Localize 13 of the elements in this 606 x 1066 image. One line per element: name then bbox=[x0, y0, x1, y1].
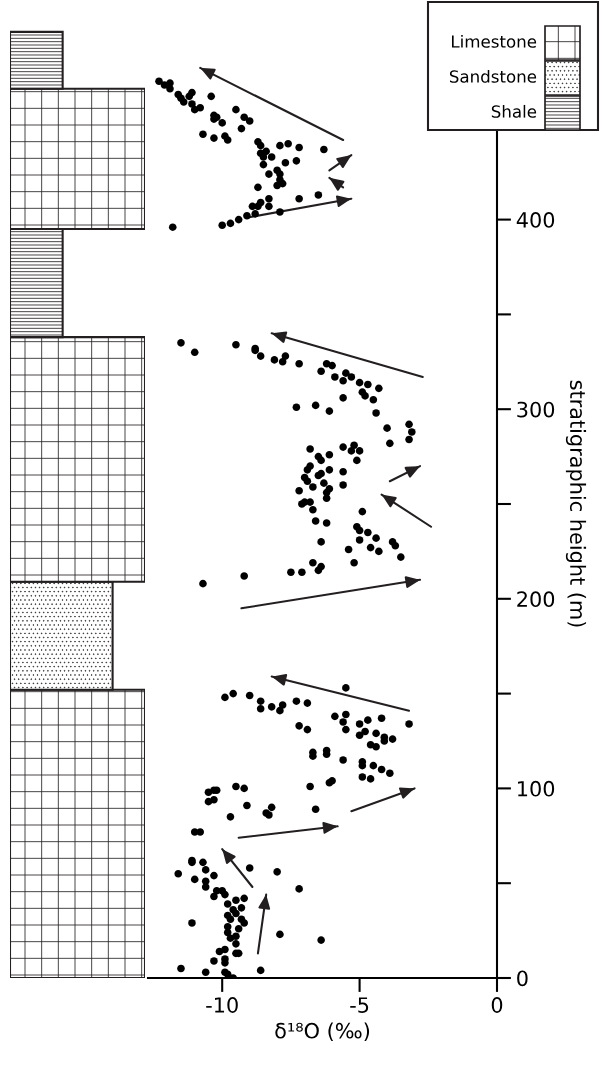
x-tick-label: -5 bbox=[350, 997, 369, 1013]
annotation: Shale bbox=[491, 104, 537, 118]
annotation: Limestone bbox=[452, 34, 537, 48]
y-tick-label: 300 bbox=[517, 401, 555, 418]
y-tick-label: 100 bbox=[518, 780, 555, 797]
y-axis-title: stratigraphic height (m) bbox=[565, 380, 587, 627]
annotation: Sandstone bbox=[449, 69, 537, 83]
y-tick-label: 400 bbox=[516, 212, 555, 228]
x-axis-title: δ¹⁸O (‰) bbox=[275, 1022, 370, 1042]
y-tick-label: 200 bbox=[517, 591, 555, 608]
x-tick-label: 0 bbox=[491, 997, 503, 1013]
y-tick-label: 0 bbox=[517, 970, 528, 987]
x-tick-label: -10 bbox=[206, 997, 238, 1013]
